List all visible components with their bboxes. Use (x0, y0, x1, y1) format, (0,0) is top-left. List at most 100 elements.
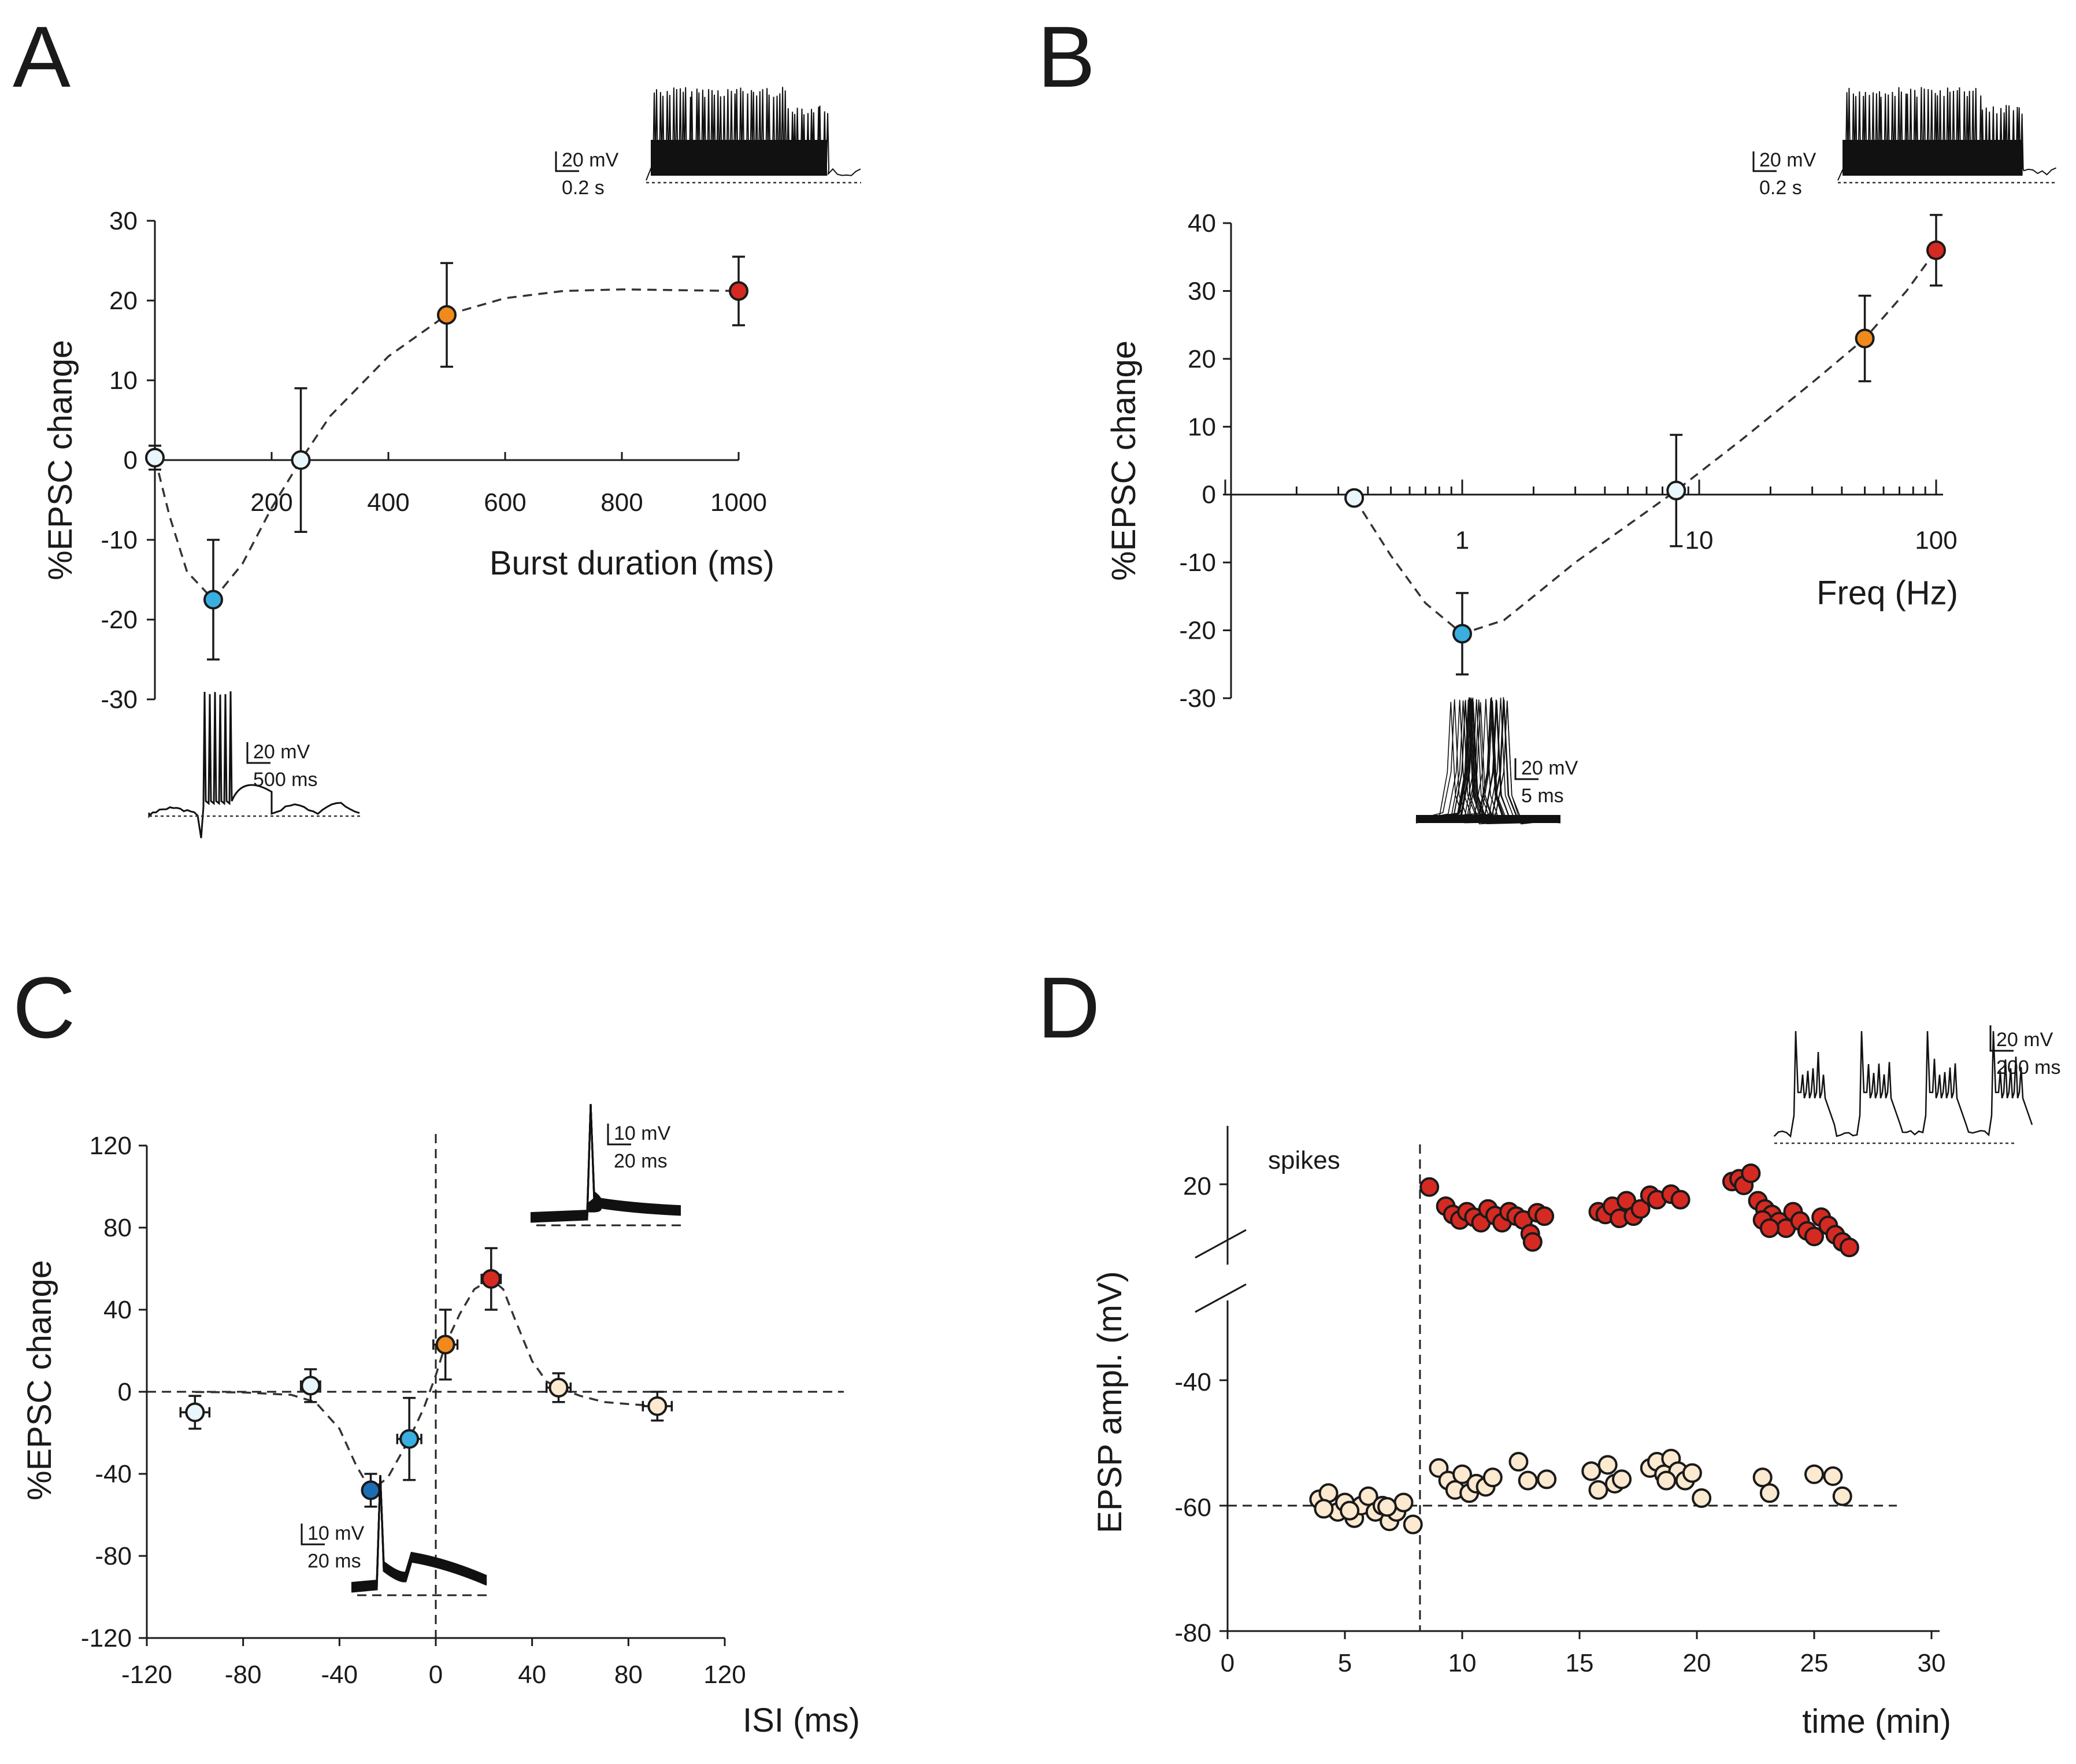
spike-peak-point-0 (1419, 1177, 1440, 1197)
data-point-6 (548, 1377, 569, 1398)
inset-burst-long-burst-body (1843, 140, 2023, 176)
y-tick-label: -10 (101, 526, 138, 554)
scale-bar-d-time: 200 ms (1996, 1057, 2061, 1079)
annotation-spikes: spikes (1268, 1146, 1340, 1174)
scale-bar-b-top-bar (1752, 151, 1777, 172)
inset-burst-short-trace (148, 691, 360, 839)
inset-spike-epsp-sweep (351, 1474, 487, 1584)
inset-epsp-spike-sweep (530, 1103, 681, 1217)
data-point-3 (399, 1429, 420, 1449)
data-point-7 (647, 1396, 668, 1416)
y-axis-title: %EPSC change (42, 340, 79, 580)
scale-bar-c-bottom-bar (301, 1524, 325, 1546)
y-tick-label: 30 (1188, 277, 1216, 305)
y-tick-label: 40 (103, 1296, 132, 1324)
panel-d: 20 -40 -60 -80 0 5 10 15 20 25 30 time (min) EPSP am… (1091, 1025, 2061, 1740)
scale-bar-a-bottom-time: 500 ms (253, 769, 318, 791)
y-tick-label: 20 (109, 287, 138, 315)
x-tick-label: 15 (1566, 1649, 1594, 1677)
scale-bar-b-top-voltage: 20 mV (1759, 149, 1816, 171)
x-tick-label: 10 (1448, 1649, 1477, 1677)
scale-bar-d-voltage: 20 mV (1996, 1029, 2053, 1051)
spike-peak-point-40 (1804, 1226, 1824, 1247)
x-axis-title: Burst duration (ms) (490, 544, 774, 582)
spike-peak-point-16 (1522, 1232, 1543, 1252)
y-tick-label: -20 (1179, 617, 1216, 645)
epsp-point-31 (1612, 1469, 1632, 1489)
spike-peak-point-27 (1670, 1189, 1691, 1210)
x-axis-title: Freq (Hz) (1816, 575, 1958, 612)
x-tick-label: 80 (614, 1661, 643, 1689)
epsp-point-25 (1518, 1470, 1538, 1491)
y-axis-title: %EPSC change (21, 1260, 58, 1500)
scale-bar-a-top-bar (555, 151, 579, 172)
x-tick-label: 40 (518, 1661, 546, 1689)
panel-letter-b: B (1037, 8, 1095, 105)
x-tick-label: -120 (121, 1661, 172, 1689)
scale-bar-a-top: 20 mV 0.2 s (555, 149, 619, 199)
y-axis-title: EPSP ampl. (mV) (1091, 1271, 1129, 1533)
scale-bar-c-bottom-voltage: 10 mV (307, 1522, 365, 1544)
y-tick-label: -10 (1179, 549, 1216, 577)
data-point-1 (1452, 624, 1472, 644)
y-tick-label: -60 (1174, 1494, 1211, 1522)
epsp-point-15 (1377, 1497, 1397, 1517)
spike-peak-point-47 (1759, 1218, 1780, 1238)
x-tick-label: 5 (1338, 1649, 1352, 1677)
x-tick-label: 0 (429, 1661, 443, 1689)
scale-bar-b-bottom-bar (1514, 758, 1539, 780)
scale-bar-a-bottom-bar (246, 742, 270, 764)
scale-bar-b-bottom-time: 5 ms (1521, 785, 1564, 807)
y-tick-label: -40 (95, 1460, 132, 1488)
fit-curve (195, 1277, 658, 1492)
inset-epsp-spike-sweep (530, 1103, 681, 1215)
x-tick-label: 25 (1800, 1649, 1829, 1677)
epsp-point-42 (1804, 1464, 1824, 1484)
data-point-2 (291, 450, 311, 470)
epsp-point-26 (1537, 1469, 1557, 1489)
y-tick-label: 30 (109, 207, 138, 235)
epsp-point-23 (1482, 1467, 1503, 1488)
x-tick-label: 30 (1918, 1649, 1946, 1677)
inset-bursting-trace-path (1773, 1031, 2033, 1138)
inset-spike-overlay-sweep (1415, 701, 1561, 825)
x-tick-label: 20 (1683, 1649, 1711, 1677)
data-point-4 (435, 1335, 455, 1355)
inset-spike-overlay (1415, 697, 1561, 825)
epsp-point-29 (1597, 1455, 1618, 1475)
data-point-0 (145, 447, 165, 468)
x-tick-label: 400 (367, 488, 409, 517)
epsp-point-43 (1823, 1466, 1843, 1487)
x-tick-label: 0 (1221, 1649, 1235, 1677)
panel-letter-c: C (13, 959, 75, 1056)
x-tick-label: -40 (321, 1661, 358, 1689)
data-point-2 (361, 1480, 381, 1500)
panel-letter-a: A (13, 8, 71, 105)
inset-burst-long (646, 87, 861, 184)
y-tick-label: -40 (1174, 1368, 1211, 1396)
epsp-point-44 (1832, 1486, 1852, 1506)
data-point-3 (437, 305, 457, 325)
spike-peak-point-23 (1630, 1199, 1651, 1219)
x-tick-label: 1000 (710, 488, 767, 517)
data-point-2 (1666, 480, 1686, 501)
spike-peak-point-45 (1839, 1237, 1859, 1258)
epsp-point-6 (1358, 1486, 1378, 1506)
x-axis-title: time (min) (1802, 1703, 1951, 1740)
x-tick-label: 600 (484, 488, 526, 517)
y-tick-label: 40 (1188, 209, 1216, 238)
epsp-point-38 (1682, 1463, 1702, 1483)
data-point-3 (1855, 328, 1875, 349)
inset-burst-long (1837, 87, 2058, 184)
epsp-point-24 (1508, 1452, 1529, 1472)
data-point-4 (1926, 240, 1946, 260)
x-tick-label: -80 (225, 1661, 262, 1689)
epsp-point-45 (1656, 1470, 1677, 1491)
y-tick-label: 20 (1183, 1172, 1211, 1200)
data-point-0 (185, 1402, 205, 1422)
scale-bar-d-bar (1989, 1025, 2014, 1052)
y-tick-label: 20 (1188, 345, 1216, 373)
x-tick-label: 200 (250, 488, 292, 517)
epsp-point-28 (1588, 1480, 1608, 1500)
x-axis-title: ISI (ms) (743, 1702, 860, 1739)
